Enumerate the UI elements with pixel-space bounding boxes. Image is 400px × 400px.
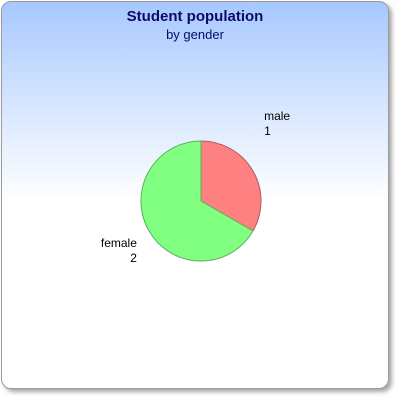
pie-label-name: male (264, 109, 290, 123)
pie-label-value: 2 (130, 251, 137, 265)
pie-slices (140, 140, 262, 262)
chart-title: Student population (126, 8, 264, 25)
pie-label-female: female 2 (101, 236, 137, 265)
pie-labels: male 1 female 2 (101, 109, 291, 265)
pie-label-value: 1 (264, 124, 271, 138)
pie-slice-female (140, 140, 254, 262)
pie-label-male: male 1 (264, 109, 290, 138)
pie-label-name: female (101, 236, 137, 250)
chart-subtitle: by gender (166, 27, 224, 42)
pie-slice-male (200, 140, 262, 232)
